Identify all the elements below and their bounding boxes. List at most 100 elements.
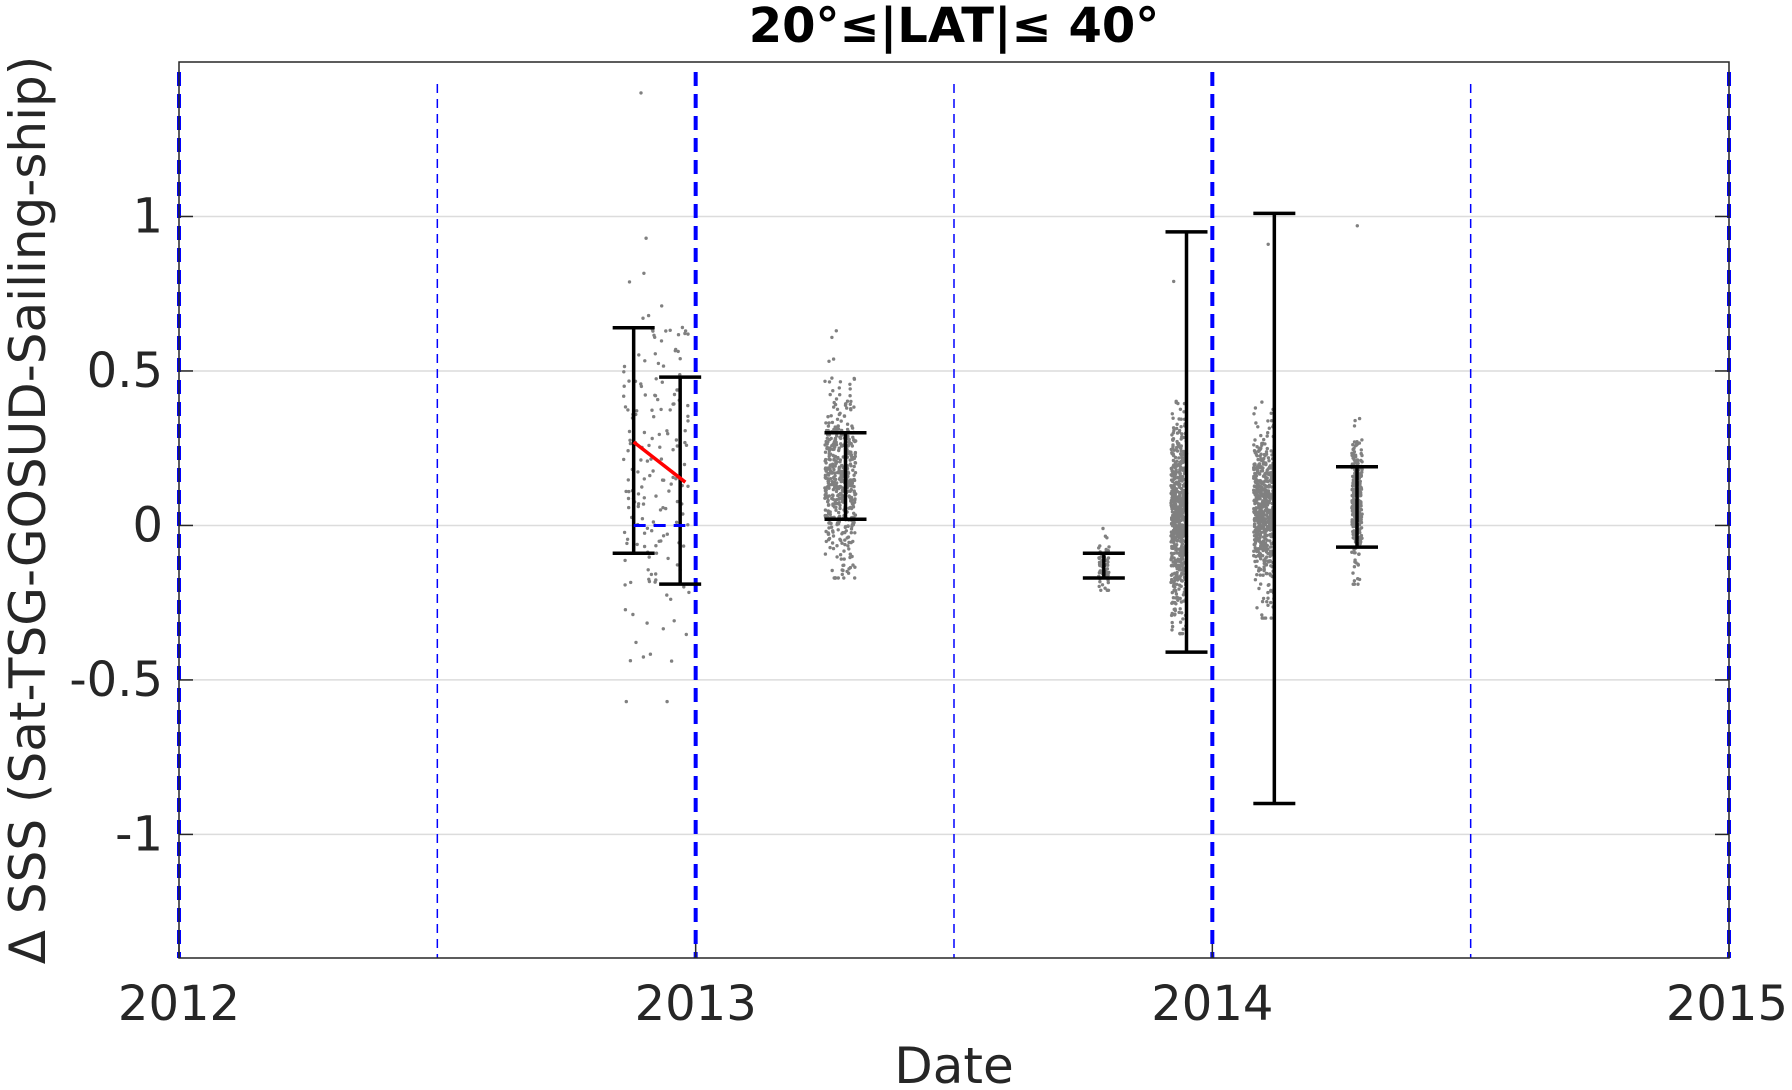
data-point xyxy=(683,329,688,333)
data-point xyxy=(835,407,840,411)
data-point xyxy=(1259,452,1263,456)
data-point xyxy=(1172,541,1176,545)
data-point xyxy=(650,529,654,533)
data-point xyxy=(1179,525,1184,529)
data-point xyxy=(1175,439,1179,444)
data-point xyxy=(1170,628,1174,632)
data-point xyxy=(1265,476,1269,480)
data-point xyxy=(842,557,846,561)
data-point xyxy=(1181,534,1186,538)
data-point xyxy=(1268,559,1272,563)
data-point xyxy=(1263,513,1268,517)
data-point xyxy=(1105,567,1110,571)
data-point xyxy=(1359,526,1364,530)
data-point xyxy=(672,619,676,623)
data-point xyxy=(1171,438,1175,442)
data-point xyxy=(1267,426,1272,430)
data-point xyxy=(851,522,856,527)
data-point xyxy=(846,544,850,548)
data-point xyxy=(651,469,655,473)
data-point xyxy=(1266,489,1271,493)
data-point xyxy=(1352,565,1357,569)
data-point xyxy=(653,393,657,397)
data-point xyxy=(1177,583,1182,587)
data-point xyxy=(1097,556,1101,560)
data-point xyxy=(844,402,848,406)
data-point xyxy=(1263,479,1267,483)
data-point xyxy=(635,409,639,413)
data-point xyxy=(642,531,647,535)
data-point xyxy=(845,422,850,426)
data-point xyxy=(1101,526,1105,531)
data-point xyxy=(626,478,630,482)
data-point xyxy=(1179,529,1183,534)
data-point xyxy=(823,508,828,512)
data-point xyxy=(1171,479,1175,484)
ticks-layer: -1 -0.5 0 0.5 1 2012 2013 2014 2015 xyxy=(69,188,1788,1032)
data-point xyxy=(1255,573,1259,577)
data-point xyxy=(835,521,840,525)
data-point xyxy=(824,457,828,462)
data-point xyxy=(624,699,628,704)
data-point xyxy=(1262,565,1266,569)
data-point xyxy=(654,544,658,548)
data-point xyxy=(1181,538,1185,543)
data-point xyxy=(1256,547,1260,551)
data-point xyxy=(1173,455,1178,460)
data-point xyxy=(1257,510,1261,515)
data-point xyxy=(1259,582,1263,586)
data-point xyxy=(1175,426,1179,431)
data-point xyxy=(1266,519,1270,523)
data-point xyxy=(853,452,857,456)
data-point xyxy=(1172,588,1176,592)
data-point xyxy=(831,453,835,458)
data-point xyxy=(650,408,654,412)
data-point xyxy=(1170,624,1175,629)
data-point xyxy=(1357,552,1361,556)
data-point xyxy=(1172,601,1177,605)
data-point xyxy=(628,659,633,663)
data-point xyxy=(1354,561,1358,565)
data-point xyxy=(1177,610,1181,615)
data-point xyxy=(1169,551,1174,555)
data-point xyxy=(842,576,846,580)
data-point xyxy=(1169,613,1174,618)
data-point xyxy=(1269,545,1273,549)
data-point xyxy=(682,462,687,467)
data-point xyxy=(664,506,668,511)
data-point xyxy=(1174,526,1178,530)
data-point xyxy=(1262,568,1266,573)
data-point xyxy=(1268,528,1272,532)
data-point xyxy=(844,529,848,533)
data-point xyxy=(1263,557,1267,561)
data-point xyxy=(1174,499,1179,503)
data-point xyxy=(1106,580,1111,585)
data-point xyxy=(849,527,854,531)
data-point xyxy=(683,429,687,433)
data-point xyxy=(846,471,851,475)
data-point xyxy=(1180,516,1184,520)
data-point xyxy=(1178,596,1182,601)
data-point xyxy=(1170,516,1174,520)
data-point xyxy=(1106,556,1111,560)
data-point xyxy=(848,394,852,398)
data-point xyxy=(672,392,677,397)
data-point xyxy=(831,357,836,361)
data-point xyxy=(852,473,856,477)
data-point xyxy=(650,436,654,441)
data-point xyxy=(653,580,657,584)
data-point xyxy=(848,382,852,386)
data-point xyxy=(1359,533,1364,538)
data-point xyxy=(1097,562,1102,567)
data-point xyxy=(1352,521,1356,526)
data-point xyxy=(1261,510,1266,514)
data-point xyxy=(658,508,663,512)
data-point xyxy=(661,364,666,368)
data-point xyxy=(1103,586,1107,590)
data-point xyxy=(1171,560,1176,564)
data-point xyxy=(831,389,835,393)
data-point xyxy=(828,512,832,517)
data-point xyxy=(826,481,831,485)
data-point xyxy=(622,457,626,462)
data-point xyxy=(1263,530,1267,535)
